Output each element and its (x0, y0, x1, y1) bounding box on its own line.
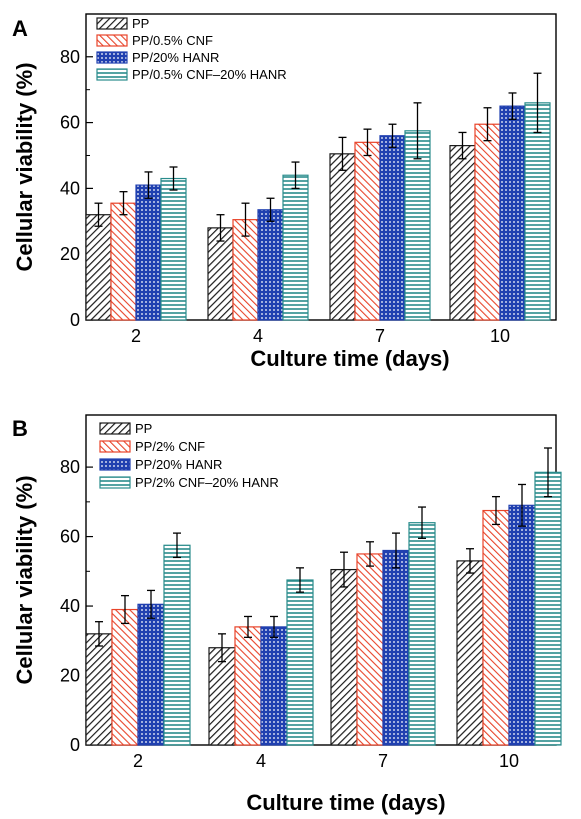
y-axis-ticks: 0 20 40 60 80 (60, 457, 93, 755)
bar (508, 504, 536, 746)
panel-letter: B (12, 416, 28, 441)
x-tick-label: 7 (375, 326, 385, 346)
bar (163, 544, 191, 746)
x-tick-label: 10 (490, 326, 510, 346)
legend-swatch (96, 68, 128, 81)
x-tick-label: 4 (253, 326, 263, 346)
x-tick-label: 2 (131, 326, 141, 346)
bar (534, 471, 562, 746)
bar (260, 626, 288, 746)
bar (135, 184, 162, 321)
x-tick-label: 7 (378, 751, 388, 771)
bar (382, 549, 410, 746)
y-tick-label: 40 (60, 596, 80, 616)
chart-panel-b: B Cellular viability (%) Culture time (d… (12, 414, 562, 815)
bar (330, 568, 358, 746)
y-tick-label: 0 (70, 735, 80, 755)
x-tick-label: 4 (256, 751, 266, 771)
bar (408, 522, 436, 746)
legend-swatch (99, 458, 131, 471)
bar (208, 647, 236, 746)
bar (110, 202, 137, 321)
legend-label: PP/0.5% CNF (132, 33, 213, 48)
y-tick-label: 40 (60, 178, 80, 198)
bars (85, 447, 562, 746)
bar (456, 560, 484, 746)
bar (286, 579, 314, 746)
bar (449, 145, 476, 321)
legend-swatch (96, 51, 128, 64)
bar (111, 608, 139, 746)
bar (499, 105, 526, 321)
legend-label: PP/0.5% CNF–20% HANR (132, 67, 287, 82)
bar (207, 227, 234, 321)
bar (137, 603, 165, 746)
bar (474, 123, 501, 321)
legend-label: PP/2% CNF–20% HANR (135, 475, 279, 490)
y-axis-ticks: 0 20 40 60 80 (60, 47, 93, 330)
x-tick-label: 10 (499, 751, 519, 771)
legend-label: PP/20% HANR (135, 457, 222, 472)
bar (282, 174, 309, 321)
bar (85, 633, 113, 746)
x-axis-title: Culture time (days) (250, 346, 449, 371)
y-tick-label: 20 (60, 666, 80, 686)
legend-swatch (96, 34, 128, 47)
legend-swatch (99, 476, 131, 489)
bar (234, 626, 262, 746)
bars (85, 72, 551, 321)
legend-swatch (96, 17, 128, 30)
x-tick-label: 2 (133, 751, 143, 771)
legend: PP PP/0.5% CNF PP/20% HANR PP/0.5% CNF–20% … (96, 16, 287, 82)
bar (329, 153, 356, 321)
bar (354, 141, 381, 321)
legend-label: PP/2% CNF (135, 439, 205, 454)
legend: PP PP/2% CNF PP/20% HANR PP/2% CNF–20% HANR (99, 421, 279, 490)
bar (524, 102, 551, 321)
plot-frame (85, 13, 557, 321)
x-axis-title: Culture time (days) (246, 790, 445, 815)
y-tick-label: 0 (70, 310, 80, 330)
y-axis-title: Cellular viability (%) (12, 62, 37, 271)
y-tick-label: 60 (60, 527, 80, 547)
legend-swatch (99, 440, 131, 453)
legend-label: PP/20% HANR (132, 50, 219, 65)
chart-panel-a: A Cellular viability (%) Culture time (d… (12, 13, 557, 371)
legend-swatch (99, 422, 131, 435)
legend-label: PP (135, 421, 152, 436)
bar (379, 135, 406, 321)
y-tick-label: 20 (60, 244, 80, 264)
bar (404, 130, 431, 321)
y-tick-label: 80 (60, 47, 80, 67)
y-tick-label: 80 (60, 457, 80, 477)
y-axis-title: Cellular viability (%) (12, 475, 37, 684)
legend-label: PP (132, 16, 149, 31)
panel-letter: A (12, 16, 28, 41)
bar (356, 553, 384, 746)
bar (482, 509, 510, 746)
bar (257, 209, 284, 321)
bar (85, 214, 112, 321)
y-tick-label: 60 (60, 113, 80, 133)
bar (160, 177, 187, 321)
